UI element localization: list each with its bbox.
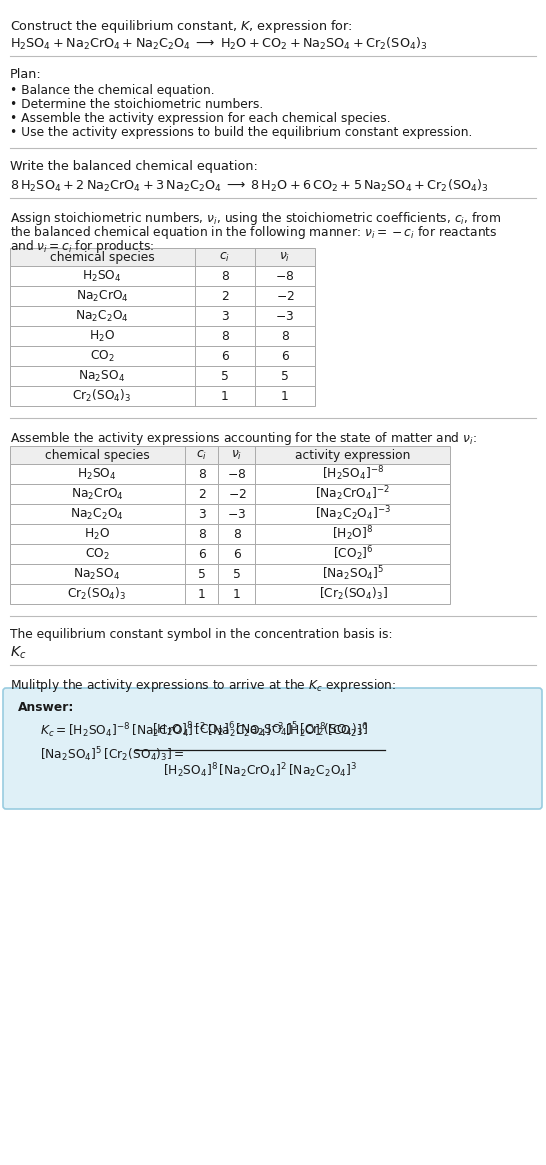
Text: $[\mathrm{Na_2SO_4}]^{5}$: $[\mathrm{Na_2SO_4}]^{5}$ bbox=[322, 565, 384, 584]
Bar bbox=[10, 464, 450, 483]
Bar bbox=[10, 346, 315, 366]
Bar bbox=[10, 584, 450, 603]
Text: 1: 1 bbox=[281, 389, 289, 402]
Text: Answer:: Answer: bbox=[18, 701, 74, 714]
Text: Assemble the activity expressions accounting for the state of matter and $\nu_i$: Assemble the activity expressions accoun… bbox=[10, 430, 477, 447]
Text: 8: 8 bbox=[221, 269, 229, 282]
Text: the balanced chemical equation in the following manner: $\nu_i = -c_i$ for react: the balanced chemical equation in the fo… bbox=[10, 224, 497, 241]
Text: 8: 8 bbox=[281, 330, 289, 343]
Text: $\nu_i$: $\nu_i$ bbox=[232, 449, 242, 461]
Text: $\mathrm{H_2SO_4}$: $\mathrm{H_2SO_4}$ bbox=[82, 268, 122, 283]
Text: $[\mathrm{H_2SO_4}]^{-8}$: $[\mathrm{H_2SO_4}]^{-8}$ bbox=[322, 465, 384, 483]
Text: $[\mathrm{Cr_2(SO_4)_3}]$: $[\mathrm{Cr_2(SO_4)_3}]$ bbox=[318, 586, 388, 602]
Text: $\mathrm{Na_2C_2O_4}$: $\mathrm{Na_2C_2O_4}$ bbox=[70, 507, 124, 522]
Text: $-3$: $-3$ bbox=[228, 508, 246, 521]
Text: 1: 1 bbox=[221, 389, 229, 402]
Text: $-3$: $-3$ bbox=[276, 310, 294, 323]
Bar bbox=[10, 306, 315, 326]
Bar bbox=[10, 483, 450, 504]
Text: $\mathrm{Na_2CrO_4}$: $\mathrm{Na_2CrO_4}$ bbox=[70, 487, 123, 502]
Text: $K_c$: $K_c$ bbox=[10, 645, 27, 662]
Text: $[\mathrm{Na_2C_2O_4}]^{-3}$: $[\mathrm{Na_2C_2O_4}]^{-3}$ bbox=[315, 504, 391, 523]
Text: chemical species: chemical species bbox=[50, 250, 155, 263]
Text: 1: 1 bbox=[233, 587, 241, 600]
Text: 5: 5 bbox=[281, 369, 289, 382]
Text: 5: 5 bbox=[198, 567, 206, 580]
Text: Write the balanced chemical equation:: Write the balanced chemical equation: bbox=[10, 160, 258, 172]
Text: • Use the activity expressions to build the equilibrium constant expression.: • Use the activity expressions to build … bbox=[10, 126, 472, 139]
Text: $\nu_i$: $\nu_i$ bbox=[280, 250, 290, 263]
Text: $\mathrm{H_2SO_4 + Na_2CrO_4 + Na_2C_2O_4 \;\longrightarrow\; H_2O + CO_2 + Na_2: $\mathrm{H_2SO_4 + Na_2CrO_4 + Na_2C_2O_… bbox=[10, 36, 428, 52]
Text: $\mathrm{Na_2CrO_4}$: $\mathrm{Na_2CrO_4}$ bbox=[75, 289, 128, 304]
Text: $c_i$: $c_i$ bbox=[219, 250, 230, 263]
Text: and $\nu_i = c_i$ for products:: and $\nu_i = c_i$ for products: bbox=[10, 238, 154, 255]
Text: $\mathrm{Na_2SO_4}$: $\mathrm{Na_2SO_4}$ bbox=[74, 566, 121, 581]
Text: Plan:: Plan: bbox=[10, 68, 41, 82]
Text: 5: 5 bbox=[233, 567, 241, 580]
Bar bbox=[10, 366, 315, 386]
Bar bbox=[10, 564, 450, 584]
Text: $-8$: $-8$ bbox=[275, 269, 295, 282]
Text: $[\mathrm{H_2O}]^{8}$: $[\mathrm{H_2O}]^{8}$ bbox=[333, 524, 373, 543]
Text: 6: 6 bbox=[198, 548, 206, 560]
Bar bbox=[10, 544, 450, 564]
Text: 6: 6 bbox=[233, 548, 241, 560]
Text: 3: 3 bbox=[221, 310, 229, 323]
Text: 8: 8 bbox=[198, 467, 206, 480]
Bar bbox=[10, 248, 315, 266]
Text: $8\,\mathrm{H_2SO_4} + 2\,\mathrm{Na_2CrO_4} + 3\,\mathrm{Na_2C_2O_4} \;\longrig: $8\,\mathrm{H_2SO_4} + 2\,\mathrm{Na_2Cr… bbox=[10, 178, 488, 195]
Text: Assign stoichiometric numbers, $\nu_i$, using the stoichiometric coefficients, $: Assign stoichiometric numbers, $\nu_i$, … bbox=[10, 210, 501, 227]
Text: 2: 2 bbox=[198, 487, 206, 501]
Text: • Balance the chemical equation.: • Balance the chemical equation. bbox=[10, 84, 215, 97]
Text: 6: 6 bbox=[221, 350, 229, 362]
Text: $[\mathrm{H_2O}]^{8}\,[\mathrm{CO_2}]^{6}\,[\mathrm{Na_2SO_4}]^{5}\,[\mathrm{Cr_: $[\mathrm{H_2O}]^{8}\,[\mathrm{CO_2}]^{6… bbox=[152, 720, 368, 739]
FancyBboxPatch shape bbox=[3, 689, 542, 809]
Text: • Assemble the activity expression for each chemical species.: • Assemble the activity expression for e… bbox=[10, 112, 390, 125]
Text: $\mathrm{Cr_2(SO_4)_3}$: $\mathrm{Cr_2(SO_4)_3}$ bbox=[67, 586, 127, 602]
Text: 8: 8 bbox=[198, 528, 206, 541]
Text: $\mathrm{H_2O}$: $\mathrm{H_2O}$ bbox=[84, 527, 110, 542]
Text: $-2$: $-2$ bbox=[228, 487, 246, 501]
Text: The equilibrium constant symbol in the concentration basis is:: The equilibrium constant symbol in the c… bbox=[10, 628, 393, 641]
Text: $c_i$: $c_i$ bbox=[197, 449, 207, 461]
Bar bbox=[10, 446, 450, 464]
Text: $\mathrm{H_2O}$: $\mathrm{H_2O}$ bbox=[89, 329, 115, 344]
Text: $\mathrm{H_2SO_4}$: $\mathrm{H_2SO_4}$ bbox=[77, 466, 117, 481]
Text: Construct the equilibrium constant, $K$, expression for:: Construct the equilibrium constant, $K$,… bbox=[10, 17, 353, 35]
Text: 8: 8 bbox=[233, 528, 241, 541]
Text: $\mathrm{CO_2}$: $\mathrm{CO_2}$ bbox=[85, 546, 109, 562]
Bar bbox=[10, 266, 315, 285]
Text: 5: 5 bbox=[221, 369, 229, 382]
Text: $[\mathrm{Na_2SO_4}]^{5}\,[\mathrm{Cr_2(SO_4)_3}] = $: $[\mathrm{Na_2SO_4}]^{5}\,[\mathrm{Cr_2(… bbox=[40, 744, 185, 764]
Bar bbox=[10, 285, 315, 306]
Text: 8: 8 bbox=[221, 330, 229, 343]
Text: $\mathrm{Na_2SO_4}$: $\mathrm{Na_2SO_4}$ bbox=[79, 368, 126, 383]
Text: 6: 6 bbox=[281, 350, 289, 362]
Text: 2: 2 bbox=[221, 289, 229, 303]
Text: 1: 1 bbox=[198, 587, 206, 600]
Text: $K_c = [\mathrm{H_2SO_4}]^{-8}\,[\mathrm{Na_2CrO_4}]^{-2}\,[\mathrm{Na_2C_2O_4}]: $K_c = [\mathrm{H_2SO_4}]^{-8}\,[\mathrm… bbox=[40, 721, 368, 740]
Text: $[\mathrm{CO_2}]^{6}$: $[\mathrm{CO_2}]^{6}$ bbox=[333, 545, 373, 564]
Text: $-8$: $-8$ bbox=[227, 467, 247, 480]
Bar bbox=[10, 326, 315, 346]
Text: $\mathrm{CO_2}$: $\mathrm{CO_2}$ bbox=[90, 348, 115, 363]
Text: activity expression: activity expression bbox=[295, 449, 411, 461]
Text: $\mathrm{Na_2C_2O_4}$: $\mathrm{Na_2C_2O_4}$ bbox=[75, 309, 129, 324]
Bar bbox=[10, 524, 450, 544]
Bar bbox=[10, 386, 315, 405]
Text: $[\mathrm{Na_2CrO_4}]^{-2}$: $[\mathrm{Na_2CrO_4}]^{-2}$ bbox=[316, 485, 390, 503]
Text: $-2$: $-2$ bbox=[276, 289, 294, 303]
Text: • Determine the stoichiometric numbers.: • Determine the stoichiometric numbers. bbox=[10, 98, 263, 111]
Text: $[\mathrm{H_2SO_4}]^{8}\,[\mathrm{Na_2CrO_4}]^{2}\,[\mathrm{Na_2C_2O_4}]^{3}$: $[\mathrm{H_2SO_4}]^{8}\,[\mathrm{Na_2Cr… bbox=[163, 761, 357, 779]
Text: chemical species: chemical species bbox=[45, 449, 150, 461]
Text: 3: 3 bbox=[198, 508, 206, 521]
Bar bbox=[10, 504, 450, 524]
Text: $\mathrm{Cr_2(SO_4)_3}$: $\mathrm{Cr_2(SO_4)_3}$ bbox=[73, 388, 132, 404]
Text: Mulitply the activity expressions to arrive at the $K_c$ expression:: Mulitply the activity expressions to arr… bbox=[10, 677, 396, 694]
